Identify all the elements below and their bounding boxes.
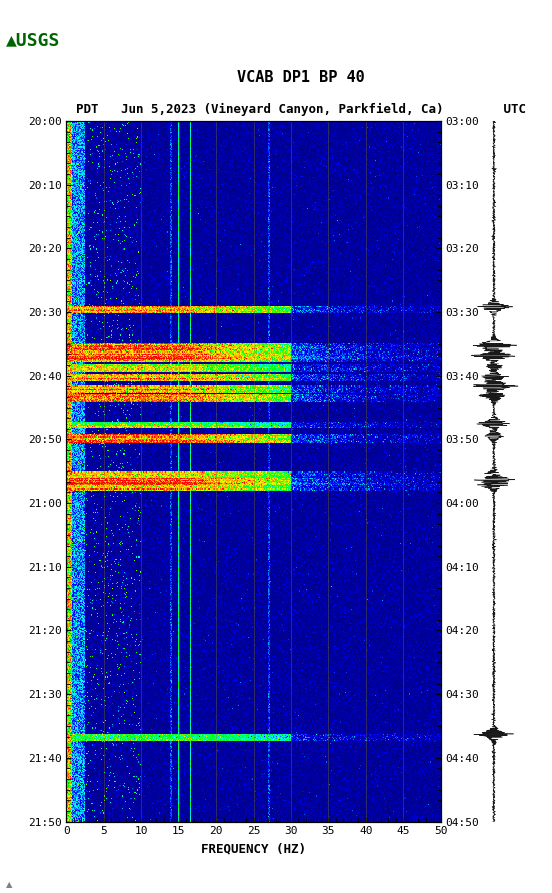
Text: PDT   Jun 5,2023 (Vineyard Canyon, Parkfield, Ca)        UTC: PDT Jun 5,2023 (Vineyard Canyon, Parkfie… [76,103,526,116]
Text: ▲: ▲ [6,880,12,889]
Text: VCAB DP1 BP 40: VCAB DP1 BP 40 [237,70,365,85]
Text: ▲USGS: ▲USGS [6,31,60,49]
X-axis label: FREQUENCY (HZ): FREQUENCY (HZ) [201,842,306,855]
